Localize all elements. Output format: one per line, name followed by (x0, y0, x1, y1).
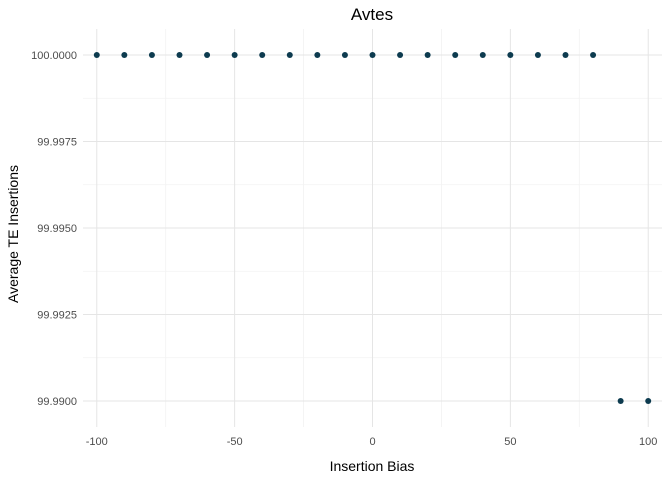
x-tick-label: -50 (227, 436, 243, 448)
x-tick-label: 0 (369, 436, 375, 448)
y-tick-label: 99.9950 (37, 223, 77, 235)
data-point (507, 51, 514, 58)
y-tick-labels: 99.9900 99.9925 99.9950 99.9975 100.0000 (31, 50, 77, 408)
x-tick-label: 100 (639, 436, 657, 448)
grid (83, 29, 662, 427)
chart-title: Avtes (351, 5, 393, 24)
data-point (286, 51, 293, 58)
data-point (424, 51, 431, 58)
x-axis-title: Insertion Bias (330, 458, 415, 474)
y-tick-label: 99.9925 (37, 310, 77, 322)
data-point (341, 51, 348, 58)
y-axis-title: Average TE Insertions (5, 165, 21, 303)
data-point (93, 51, 100, 58)
data-point (479, 51, 486, 58)
data-point (397, 51, 404, 58)
x-tick-labels: -100 -50 0 50 100 (86, 436, 658, 448)
data-point (259, 51, 266, 58)
x-tick-label: 50 (504, 436, 516, 448)
data-point (590, 51, 597, 58)
data-point (204, 51, 211, 58)
data-point (176, 51, 183, 58)
data-point (148, 51, 155, 58)
y-tick-label: 100.0000 (31, 50, 77, 62)
data-point (645, 398, 652, 405)
y-tick-label: 99.9975 (37, 136, 77, 148)
y-tick-label: 99.9900 (37, 396, 77, 408)
x-tick-label: -100 (86, 436, 108, 448)
data-point (314, 51, 321, 58)
data-points (93, 51, 652, 405)
data-point (452, 51, 459, 58)
data-point (617, 398, 624, 405)
data-point (562, 51, 569, 58)
data-point (231, 51, 238, 58)
data-point (534, 51, 541, 58)
data-point (369, 51, 376, 58)
data-point (121, 51, 128, 58)
